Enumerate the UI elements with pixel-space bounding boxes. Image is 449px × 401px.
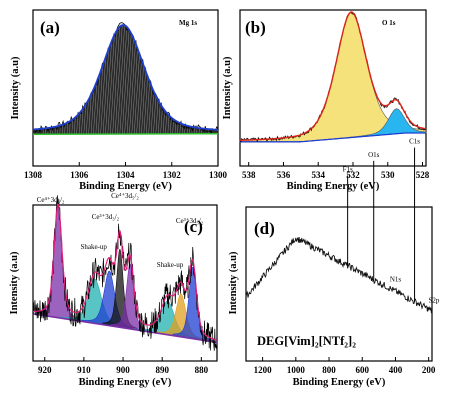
panel-d-xtick-label-0: 1200: [254, 365, 273, 375]
panel-b-ylabel: Intensity (a.u): [222, 56, 233, 120]
panel-b: [239, 9, 427, 167]
panel-c-peak-label-0: Ce⁴⁺3d₃/₂: [37, 196, 65, 204]
panel-a-xtick-label-3: 1302: [163, 170, 182, 180]
panel-b-title: O 1s: [382, 19, 396, 27]
panel-a-plot: 1308 1306 1304 1302 1300: [24, 22, 228, 180]
panel-c-ylabel: Intensity (a.u): [9, 251, 20, 315]
panel-c-peak-label-3: Ce⁴⁺3d₅/₂: [111, 192, 139, 200]
panel-c-label: (c): [184, 217, 203, 236]
panel-d-peak-label-1: O1s: [368, 151, 380, 159]
panel-c-peak-label-4: Shake-up: [157, 261, 184, 269]
panel-d-ylabel: Intensity (a.u): [228, 251, 239, 315]
panel-c-xtick-label-1: 910: [77, 365, 91, 375]
panel-d-peak-label-4: S2p: [429, 296, 440, 304]
panel-a-background-line: [32, 132, 219, 135]
panel-d-xlabel: Binding Energy (eV): [293, 377, 386, 388]
panel-c: [32, 204, 218, 362]
panel-c-peak-label-1: Shake-up: [80, 243, 107, 251]
panel-b-label: (b): [245, 18, 266, 37]
panel-a-peak-area: [33, 25, 218, 135]
panel-b-xtick-label-2: 534: [311, 170, 325, 180]
panel-d-survey-line: [245, 237, 433, 314]
panel-d-xtick-label-2: 800: [322, 365, 336, 375]
panel-a-ylabel: Intensity (a.u): [10, 56, 21, 120]
panel-b-envelope-line: [240, 11, 427, 141]
panel-a-label: (a): [40, 18, 60, 37]
panel-d-sample-label: DEG[Vim]₂[NTf₂]₂: [257, 334, 356, 348]
panel-a-xtick-label-1: 1306: [70, 170, 89, 180]
panel-a-fit-line: [32, 24, 218, 131]
panel-d-frame: [245, 206, 433, 362]
panel-c-xlabel: Binding Energy (eV): [79, 377, 172, 388]
panel-b-frame: [239, 9, 427, 167]
panel-b-plot: 538 536 534 532 530 528: [239, 11, 430, 180]
panel-d-xtick-label-1: 1000: [287, 365, 306, 375]
panel-d-label: (d): [254, 219, 275, 238]
panel-b-xtick-label-1: 536: [277, 170, 291, 180]
panel-c-xtick-label-0: 920: [38, 365, 52, 375]
panel-b-xtick-label-4: 530: [381, 170, 395, 180]
panel-a-xtick-label-2: 1304: [117, 170, 136, 180]
panel-a-xtick-label-0: 1308: [24, 170, 43, 180]
panel-c-baseline: [32, 313, 218, 344]
panel-b-xtick-label-5: 528: [416, 170, 430, 180]
panel-c-peak-label-5: Ce³⁺3d₅/₂: [176, 217, 204, 225]
panel-d-plot: 1200 1000 800 600 400 200 F1s O1s N1s C1s S2p: [245, 138, 440, 375]
panel-c-plot: 920 910 900 890 880 Ce⁴⁺3d₃/₂ Shake-up Ce³⁺3d₃/…: [32, 192, 218, 375]
panel-c-raw-line: [32, 195, 218, 351]
panel-b-xtick-label-3: 532: [346, 170, 360, 180]
panel-c-xtick-label-3: 890: [155, 365, 169, 375]
panel-d-xtick-label-4: 400: [389, 365, 403, 375]
panel-d-peak-label-3: C1s: [409, 138, 420, 146]
panel-c-xtick-label-4: 880: [195, 365, 209, 375]
panel-c-xtick-label-2: 900: [116, 365, 130, 375]
panel-c-frame: [32, 204, 218, 362]
panel-d-peak-label-2: N1s: [390, 276, 402, 284]
panel-d: [245, 206, 433, 362]
panel-d-xtick-label-3: 600: [356, 365, 370, 375]
panel-b-xlabel: Binding Energy (eV): [287, 181, 380, 192]
panel-a-xlabel: Binding Energy (eV): [79, 181, 172, 192]
panel-d-peak-label-0: F1s: [343, 165, 353, 173]
panel-c-fit-line: [33, 203, 217, 341]
panel-a-xtick-label-4: 1300: [209, 170, 228, 180]
panel-a-title: Mg 1s: [179, 19, 197, 27]
panel-b-background-line: [240, 132, 426, 143]
panel-d-xtick-label-5: 200: [422, 365, 436, 375]
panel-b-xtick-label-0: 538: [242, 170, 256, 180]
panel-c-peak-label-2: Ce³⁺3d₃/₂: [92, 213, 120, 221]
